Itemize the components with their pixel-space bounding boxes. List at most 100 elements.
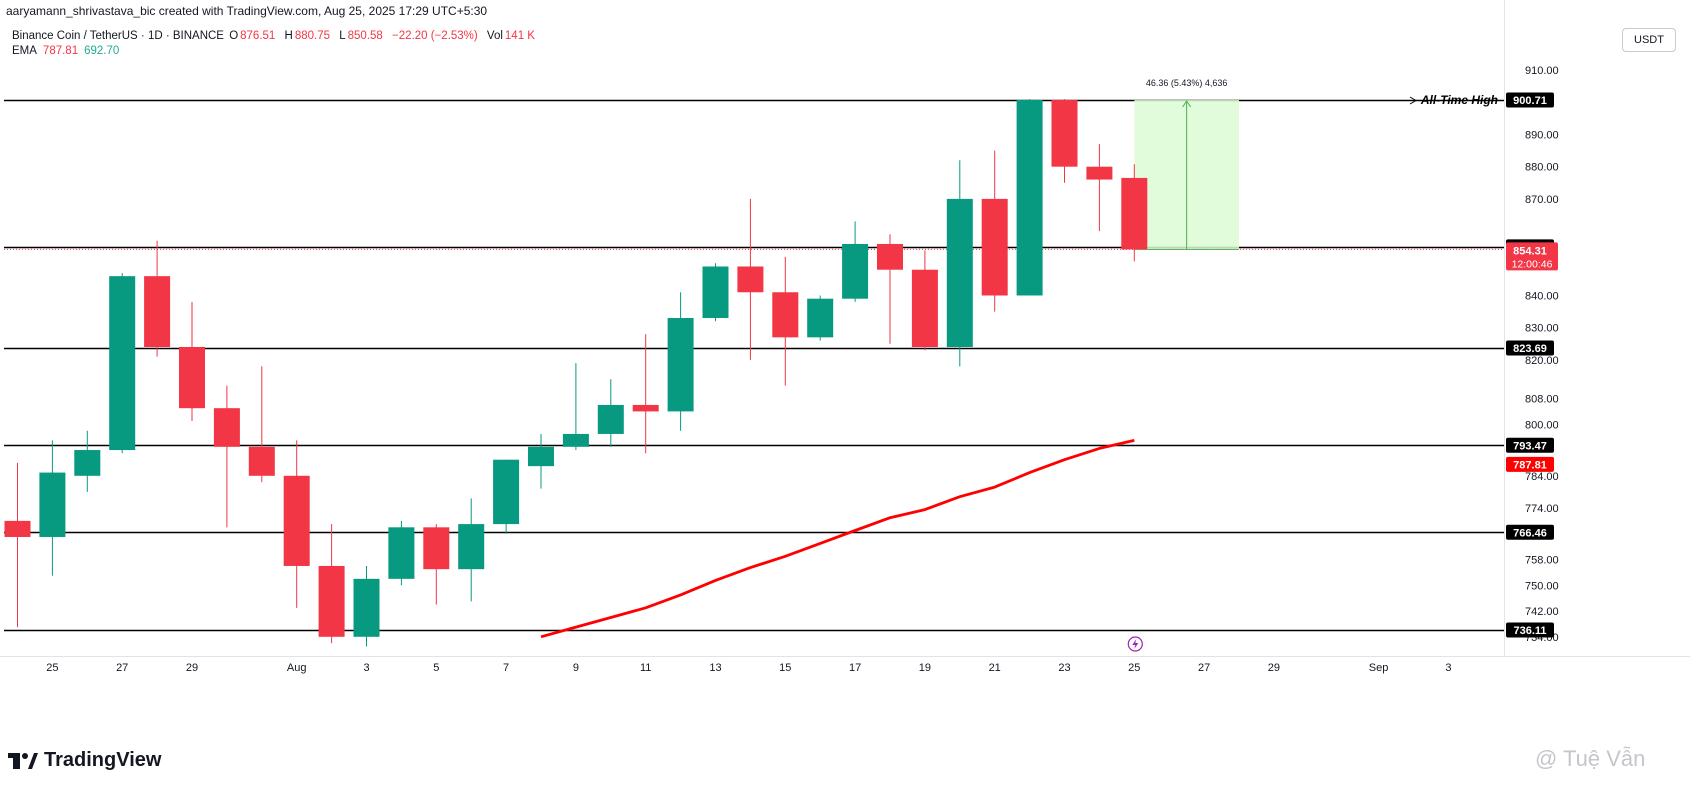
vol-value: 141 K	[504, 30, 535, 42]
y-tick-label: 742.00	[1525, 606, 1559, 618]
brand-name: TradingView	[44, 749, 162, 771]
x-tick-label: 9	[573, 662, 579, 674]
open-label: O	[229, 30, 239, 42]
symbol-name[interactable]: Binance Coin / TetherUS · 1D · BINANCE	[12, 30, 224, 42]
level-badge-label: 793.47	[1513, 440, 1547, 452]
open-value: 876.51	[240, 30, 276, 42]
y-tick-label: 808.00	[1525, 394, 1559, 406]
level-badge-label: 823.69	[1513, 343, 1547, 355]
candle-body-down	[1051, 100, 1078, 167]
level-badge	[1506, 622, 1554, 638]
x-tick-label: 29	[186, 662, 198, 674]
price-badge-countdown: 12:00:46	[1512, 258, 1553, 270]
y-tick-label: 758.00	[1525, 555, 1559, 567]
x-tick-label: 29	[1268, 662, 1280, 674]
event-flash-glyph	[1132, 639, 1139, 649]
candle-body-up	[458, 524, 485, 570]
x-tick-label: 3	[363, 662, 369, 674]
candle-body-down	[1086, 166, 1113, 180]
low-label: L	[339, 30, 346, 42]
level-badge-label: 900.71	[1513, 95, 1547, 107]
candle-body-down	[772, 292, 799, 338]
ema-badge-label: 787.81	[1513, 459, 1547, 471]
all-time-high-label: All-Time High	[1420, 93, 1498, 107]
candle-body-down	[632, 404, 659, 412]
ema-line	[540, 439, 1135, 639]
y-tick-label: 870.00	[1525, 194, 1559, 206]
y-tick-label: 830.00	[1525, 323, 1559, 335]
candle-body-down	[4, 520, 31, 537]
x-tick-label: 11	[640, 662, 651, 674]
candle-body-up	[702, 266, 729, 319]
ema-legend[interactable]: EMA 787.81 692.70	[12, 45, 119, 57]
candle-body-down	[144, 276, 171, 348]
candle-body-up	[946, 198, 973, 348]
tradingview-logo-icon	[8, 752, 38, 769]
candle-body-up	[74, 450, 101, 476]
candle-body-down	[318, 565, 345, 637]
candle-body-down	[911, 269, 938, 348]
x-tick-label: 27	[1198, 662, 1210, 674]
x-tick-label: 19	[919, 662, 931, 674]
level-badge	[1506, 340, 1554, 356]
high-label: H	[284, 30, 293, 42]
y-tick-label: 750.00	[1525, 580, 1559, 592]
y-tick-label: 890.00	[1525, 129, 1559, 141]
level-badge-label: 766.46	[1513, 527, 1547, 539]
y-tick-label: 784.00	[1525, 471, 1559, 483]
price-badge-value: 854.31	[1513, 245, 1547, 257]
candle-body-up	[353, 578, 380, 637]
x-tick-label: Sep	[1369, 662, 1389, 674]
candle-body-down	[283, 475, 310, 566]
ath-arrow-icon	[1409, 96, 1417, 105]
candle-body-up	[493, 459, 520, 525]
x-tick-label: 27	[116, 662, 128, 674]
x-tick-label: 7	[503, 662, 509, 674]
candle-body-up	[388, 527, 415, 579]
y-tick-label: 774.00	[1525, 503, 1559, 515]
x-tick-label: 25	[46, 662, 58, 674]
x-tick-label: Aug	[287, 662, 307, 674]
x-tick-label: 15	[779, 662, 791, 674]
candle-body-up	[597, 404, 624, 434]
x-tick-label: 13	[709, 662, 721, 674]
ema-label: EMA	[12, 45, 37, 57]
tradingview-logo: TradingView	[8, 749, 161, 772]
x-tick-label: 21	[989, 662, 1001, 674]
candle-body-down	[1121, 177, 1148, 250]
x-tick-label: 5	[433, 662, 439, 674]
symbol-legend: Binance Coin / TetherUS · 1D · BINANCE O…	[12, 30, 541, 42]
vol-label: Vol	[486, 30, 503, 42]
candle-body-down	[248, 446, 275, 476]
candle-body-up	[562, 433, 589, 447]
candle-body-down	[737, 266, 764, 293]
low-value: 850.58	[347, 30, 383, 42]
x-tick-label: 23	[1058, 662, 1070, 674]
candle-body-up	[807, 298, 834, 338]
candle-body-down	[981, 198, 1008, 296]
y-tick-label: 800.00	[1525, 419, 1559, 431]
candle-body-up	[1016, 100, 1043, 296]
x-tick-label: 17	[849, 662, 861, 674]
candle-body-down	[179, 347, 205, 409]
plot-area	[4, 99, 1504, 647]
currency-button[interactable]: USDT	[1622, 28, 1676, 52]
measure-label: 46.36 (5.43%) 4,636	[1146, 78, 1228, 88]
y-tick-label: 910.00	[1525, 65, 1559, 77]
candle-body-down	[213, 408, 240, 447]
measure-arrowhead	[1182, 100, 1192, 108]
x-tick-label: 25	[1128, 662, 1140, 674]
change-value: −22.20 (−2.53%)	[392, 30, 478, 42]
candle-body-up	[667, 318, 694, 412]
watermark: @ Tuệ Vẫn	[1535, 746, 1646, 771]
y-tick-label: 840.00	[1525, 290, 1559, 302]
candle-body-down	[877, 243, 903, 270]
candle-body-down	[423, 527, 450, 570]
chart-author-header: aaryamann_shrivastava_bic created with T…	[6, 4, 488, 18]
level-badge	[1506, 524, 1554, 540]
y-tick-label: 820.00	[1525, 355, 1559, 367]
price-badge	[1506, 242, 1558, 271]
ema-value-1: 787.81	[42, 45, 79, 57]
level-badge	[1506, 92, 1554, 108]
